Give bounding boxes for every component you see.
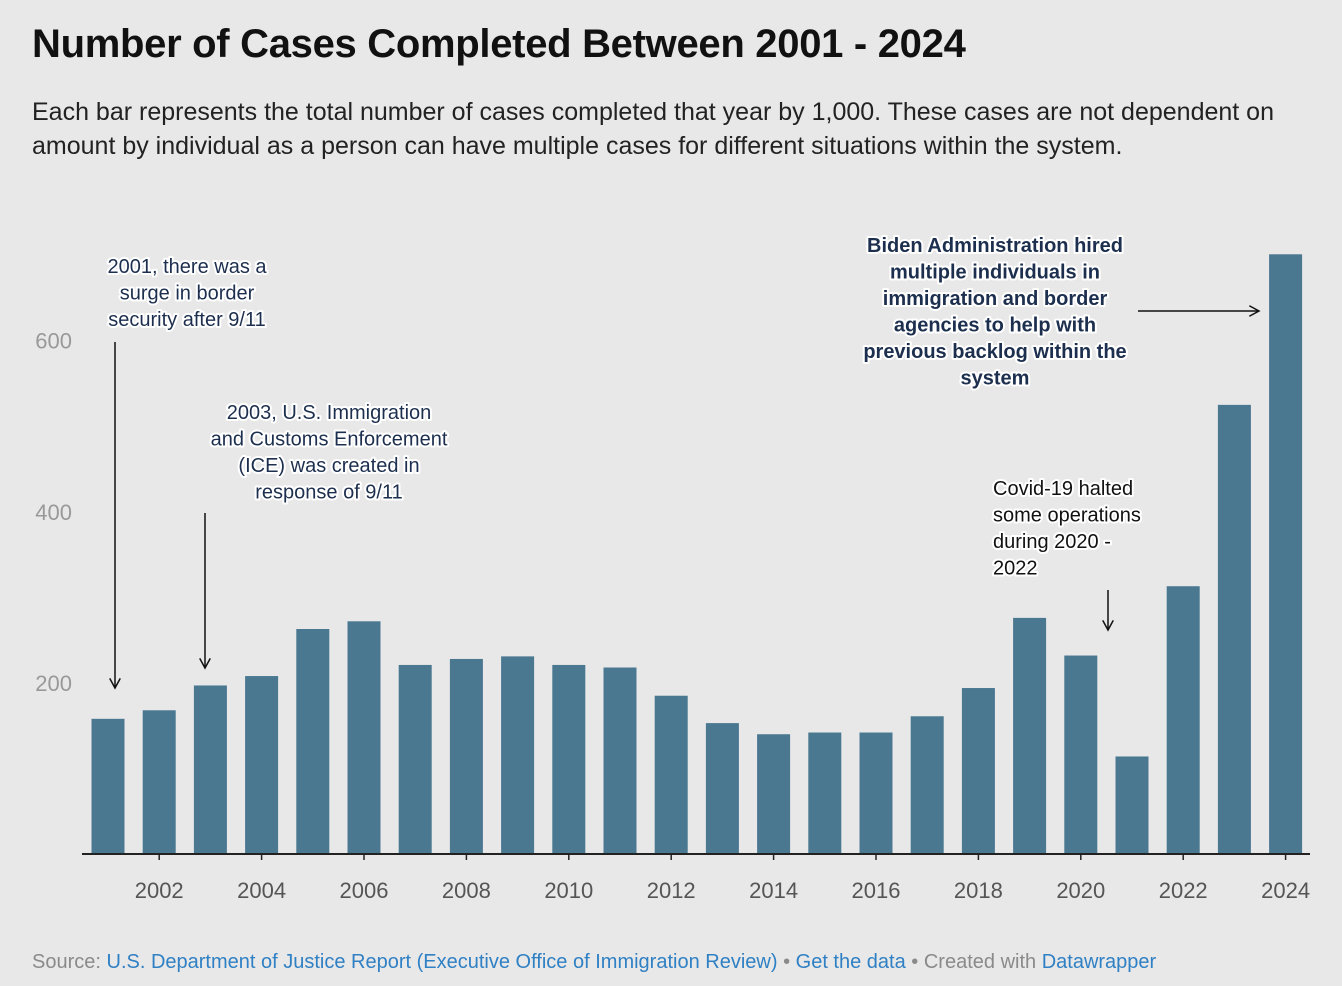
annotation-line: during 2020 -: [993, 531, 1111, 553]
annotation-line: response of 9/11: [255, 482, 403, 504]
bar-2006: [347, 621, 381, 854]
x-tick-label-2020: 2020: [1056, 878, 1105, 903]
annotation-line: multiple individuals in: [890, 262, 1100, 284]
annotation-line: agencies to help with: [894, 315, 1096, 337]
x-tick-label-2010: 2010: [544, 878, 593, 903]
x-tick-label-2006: 2006: [340, 878, 389, 903]
bar-2012: [654, 695, 688, 854]
annotation-line: previous backlog within the: [863, 341, 1126, 363]
arrowhead-icon: [1102, 619, 1114, 632]
annotation-line: 2022: [993, 558, 1038, 580]
x-tick-label-2024: 2024: [1261, 878, 1310, 903]
x-tick-label-2012: 2012: [647, 878, 696, 903]
annotation-line: immigration and border: [883, 288, 1108, 310]
y-ticks-group: 200 400 600: [35, 329, 72, 696]
annotation-line: security after 9/11: [108, 309, 265, 331]
separator-dot: •: [911, 951, 919, 973]
footer: Source: U.S. Department of Justice Repor…: [32, 951, 1156, 974]
bar-2011: [603, 667, 637, 854]
bar-2008: [449, 658, 483, 854]
source-prefix: Source:: [32, 951, 101, 973]
bar-chart: 2002 2004 2006 2008 2010 2012 2014 2016 2018 2020…: [35, 233, 1310, 903]
x-ticks-group: 2002 2004 2006 2008 2010 2012 2014 2016 2018 2020…: [135, 854, 1310, 903]
annotation-2003: 2003, U.S. Immigration and Customs Enforc…: [199, 400, 450, 670]
bar-2019: [1013, 617, 1047, 854]
arrowhead-icon: [199, 657, 211, 670]
annotation-2001: 2001, there was a surge in border security…: [106, 254, 269, 690]
x-tick-label-2016: 2016: [852, 878, 901, 903]
annotation-biden: Biden Administration hired multiple indiv…: [861, 233, 1261, 392]
bar-2002: [142, 710, 176, 854]
y-tick-label-400: 400: [35, 500, 72, 525]
annotation-line: some operations: [993, 505, 1141, 527]
bar-2004: [245, 676, 279, 854]
created-with-text: Created with: [923, 951, 1037, 973]
x-tick-label-2018: 2018: [954, 878, 1003, 903]
chart-title: Number of Cases Completed Between 2001 -…: [32, 22, 966, 66]
bar-2022: [1166, 586, 1200, 854]
bar-2016: [859, 732, 893, 854]
annotation-covid: Covid-19 halted some operations during 202…: [991, 476, 1143, 632]
source-link[interactable]: U.S. Department of Justice Report (Execu…: [106, 951, 778, 973]
annotation-line: Covid-19 halted: [993, 478, 1133, 500]
annotation-line: 2001, there was a: [108, 256, 268, 278]
bar-2020: [1064, 655, 1098, 854]
annotation-line: system: [961, 368, 1030, 390]
annotations-group: 2001, there was a surge in border security…: [106, 233, 1261, 690]
separator-dot: •: [783, 951, 791, 973]
bar-2001: [91, 718, 125, 854]
bar-2023: [1217, 404, 1251, 854]
bars-group: [91, 254, 1303, 854]
get-data-link[interactable]: Get the data: [795, 951, 906, 973]
bar-2024: [1269, 254, 1303, 854]
x-tick-label-2022: 2022: [1159, 878, 1208, 903]
arrowhead-icon: [1248, 305, 1261, 317]
annotation-line: (ICE) was created in: [238, 455, 419, 477]
annotation-line: Biden Administration hired: [867, 235, 1123, 257]
bar-2013: [705, 723, 739, 854]
arrowhead-icon: [109, 677, 121, 690]
annotation-line: and Customs Enforcement: [211, 429, 448, 451]
x-tick-label-2014: 2014: [749, 878, 798, 903]
bar-2007: [398, 664, 432, 854]
bar-2014: [757, 734, 791, 854]
bar-2018: [961, 688, 995, 854]
bar-2003: [193, 685, 227, 854]
annotation-line: 2003, U.S. Immigration: [227, 402, 432, 424]
chart-subtitle: Each bar represents the total number of …: [32, 98, 1274, 160]
datawrapper-link[interactable]: Datawrapper: [1041, 951, 1157, 973]
bar-2015: [808, 732, 842, 854]
y-tick-label-200: 200: [35, 671, 72, 696]
x-tick-label-2002: 2002: [135, 878, 184, 903]
bar-2017: [910, 716, 944, 854]
bar-2021: [1115, 756, 1149, 854]
bar-2010: [552, 664, 586, 854]
bar-2009: [501, 656, 535, 854]
x-tick-label-2008: 2008: [442, 878, 491, 903]
x-tick-label-2004: 2004: [237, 878, 286, 903]
bar-2005: [296, 629, 330, 854]
y-tick-label-600: 600: [35, 329, 72, 354]
annotation-line: surge in border: [120, 283, 255, 305]
